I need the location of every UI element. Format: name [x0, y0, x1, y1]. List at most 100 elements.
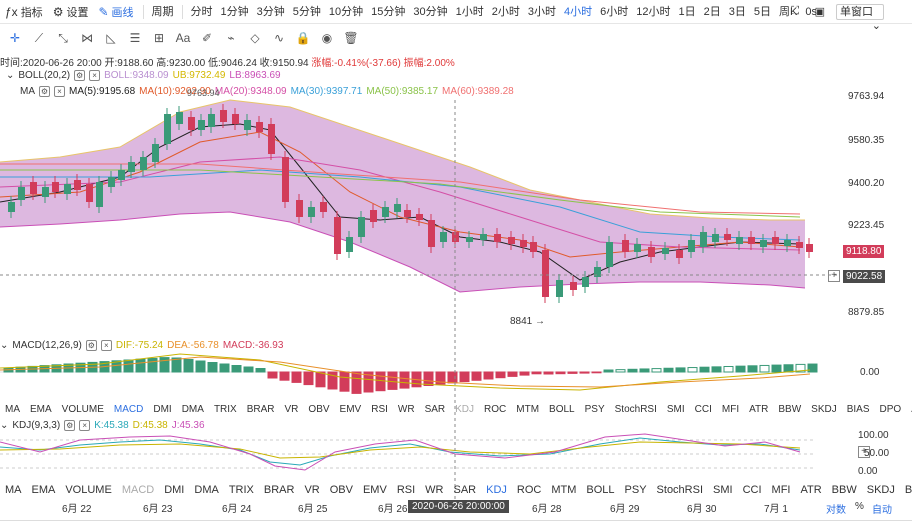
magnet-tool-icon[interactable]: ⌁	[227, 31, 235, 45]
trendline-tool-icon[interactable]: ⟋	[34, 30, 44, 45]
indicator-tab[interactable]: DMI	[153, 404, 172, 415]
indicator-tab[interactable]: ATR	[749, 404, 769, 415]
indicator-tab[interactable]: PSY	[624, 484, 647, 496]
indicator-tab[interactable]: MACD	[113, 404, 144, 415]
angle-tool-icon[interactable]: ◺	[106, 31, 116, 45]
timeframe-option[interactable]: 2日	[703, 5, 721, 18]
indicator-tab[interactable]: RSI	[396, 484, 416, 496]
measure-tool-icon[interactable]: ∿	[273, 31, 285, 45]
settings-button[interactable]: ⚙ 设置	[48, 0, 94, 24]
indicator-tab[interactable]: TRIX	[213, 404, 237, 415]
indicator-tab[interactable]: BRAR	[263, 484, 295, 496]
indicator-tab[interactable]: SKDJ	[811, 404, 837, 415]
timeframe-option[interactable]: 2小时	[491, 5, 520, 18]
timeframe-option[interactable]: 3日	[728, 5, 746, 18]
timeframe-option[interactable]: 5分钟	[292, 5, 321, 18]
timeframe-option[interactable]: 30分钟	[413, 5, 448, 18]
brush-tool-icon[interactable]: ✐	[201, 31, 213, 45]
indicator-tab[interactable]: OBV	[308, 404, 330, 415]
timeframe-option[interactable]: 15分钟	[371, 5, 406, 18]
close-icon[interactable]: ×	[89, 70, 101, 81]
close-icon[interactable]: ×	[54, 86, 65, 97]
timeframe-option[interactable]: 6小时	[600, 5, 629, 18]
percent-scale-toggle[interactable]: %	[855, 501, 864, 512]
close-icon[interactable]: ×	[100, 340, 112, 351]
add-indicator-icon[interactable]: +	[858, 446, 870, 458]
indicator-tab[interactable]: AO	[906, 404, 912, 415]
indicator-tab[interactable]: EMV	[339, 404, 362, 415]
indicator-tab[interactable]: ATR	[800, 484, 822, 496]
indicator-tab[interactable]: CCI	[742, 484, 762, 496]
price-chart[interactable]	[0, 52, 840, 512]
indicator-tab[interactable]: MTM	[516, 404, 540, 415]
log-scale-toggle[interactable]: 对数	[826, 505, 846, 516]
indicator-tab[interactable]: VR	[284, 404, 299, 415]
timeframe-option[interactable]: 分时	[190, 5, 213, 18]
text-tool-icon[interactable]: Aa	[175, 31, 191, 45]
trash-tool-icon[interactable]: 🗑	[343, 31, 359, 45]
timeframe-option[interactable]: 4小时	[564, 5, 593, 18]
indicator-tab[interactable]: SMI	[713, 484, 733, 496]
timeframe-option[interactable]: 1小时	[455, 5, 484, 18]
indicator-tab[interactable]: SKDJ	[866, 484, 895, 496]
indicator-tab[interactable]: BRAR	[246, 404, 275, 415]
indicator-tab[interactable]: EMA	[31, 484, 56, 496]
screenshot-button[interactable]: ▣	[810, 0, 830, 24]
fib-tool-icon[interactable]: ⋈	[81, 31, 93, 45]
indicator-tab[interactable]: RSI	[371, 404, 388, 415]
ray-tool-icon[interactable]: ⤡	[58, 30, 68, 45]
indicator-tab[interactable]: SAR	[424, 404, 446, 415]
indicator-tab[interactable]: BBW	[831, 484, 857, 496]
indicator-tab[interactable]: EMA	[30, 404, 52, 415]
close-icon[interactable]: ×	[79, 420, 91, 431]
fullscreen-button[interactable]: ⛶	[786, 0, 804, 24]
timeframe-option[interactable]: 周K	[779, 5, 798, 18]
indicator-tab[interactable]: CCI	[694, 404, 712, 415]
indicator-tab[interactable]: VR	[304, 484, 320, 496]
indicator-tab[interactable]: KDJ	[486, 484, 507, 496]
indicator-tab[interactable]: KDJ	[455, 404, 475, 415]
indicator-tab[interactable]: EMV	[362, 484, 387, 496]
indicator-tab[interactable]: BBW	[778, 404, 802, 415]
indicator-tab[interactable]: SAR	[453, 484, 477, 496]
eraser-tool-icon[interactable]: ◇	[250, 31, 260, 45]
indicator-button[interactable]: ƒx 指标	[0, 0, 48, 24]
indicator-tab[interactable]: DPO	[879, 404, 902, 415]
indicator-tab[interactable]: SMI	[666, 404, 685, 415]
timeframe-option[interactable]: 12小时	[636, 5, 671, 18]
indicator-tab[interactable]: BIAS	[904, 484, 912, 496]
indicator-tab[interactable]: StochRSI	[656, 484, 704, 496]
window-select[interactable]: 单窗口 ⌄	[836, 4, 884, 32]
indicator-tab[interactable]: MFI	[721, 404, 740, 415]
indicator-tab[interactable]: VOLUME	[61, 404, 104, 415]
indicator-tab[interactable]: MTM	[551, 484, 577, 496]
auto-scale-toggle[interactable]: 自动	[872, 505, 892, 516]
settings-icon[interactable]: ⚙	[74, 70, 86, 81]
indicator-tab[interactable]: WR	[425, 484, 444, 496]
indicator-tab[interactable]: OBV	[329, 484, 353, 496]
indicator-tab[interactable]: DMA	[194, 484, 219, 496]
crosshair-tool-icon[interactable]: ✛	[9, 31, 21, 45]
indicator-tab[interactable]: BOLL	[586, 484, 615, 496]
indicator-tab[interactable]: ROC	[484, 404, 507, 415]
collapse-icon[interactable]: ⌄	[0, 420, 9, 431]
indicator-tab[interactable]: MA	[5, 404, 20, 415]
indicator-tab[interactable]: BOLL	[549, 404, 575, 415]
indicator-tab[interactable]: DMA	[181, 404, 204, 415]
indicator-tab[interactable]: MFI	[771, 484, 791, 496]
indicator-tab[interactable]: VOLUME	[65, 484, 112, 496]
lock-tool-icon[interactable]: 🔒	[295, 31, 311, 45]
timeframe-option[interactable]: 1日	[678, 5, 696, 18]
indicator-tab[interactable]: WR	[397, 404, 415, 415]
indicator-tab[interactable]: ROC	[516, 484, 542, 496]
timeframe-option[interactable]: 1分钟	[220, 5, 249, 18]
grid-tool-icon[interactable]: ⊞	[153, 31, 165, 45]
timeframe-option[interactable]: 3小时	[527, 5, 557, 18]
indicator-tab[interactable]: TRIX	[228, 484, 254, 496]
indicator-tab[interactable]: DMI	[164, 484, 185, 496]
indicator-tab[interactable]: PSY	[584, 404, 605, 415]
timeframe-option[interactable]: 0s	[805, 5, 817, 18]
add-alert-icon[interactable]: +	[828, 270, 840, 282]
collapse-icon[interactable]: ⌄	[6, 70, 15, 81]
timeframe-option[interactable]: 3分钟	[256, 5, 285, 18]
